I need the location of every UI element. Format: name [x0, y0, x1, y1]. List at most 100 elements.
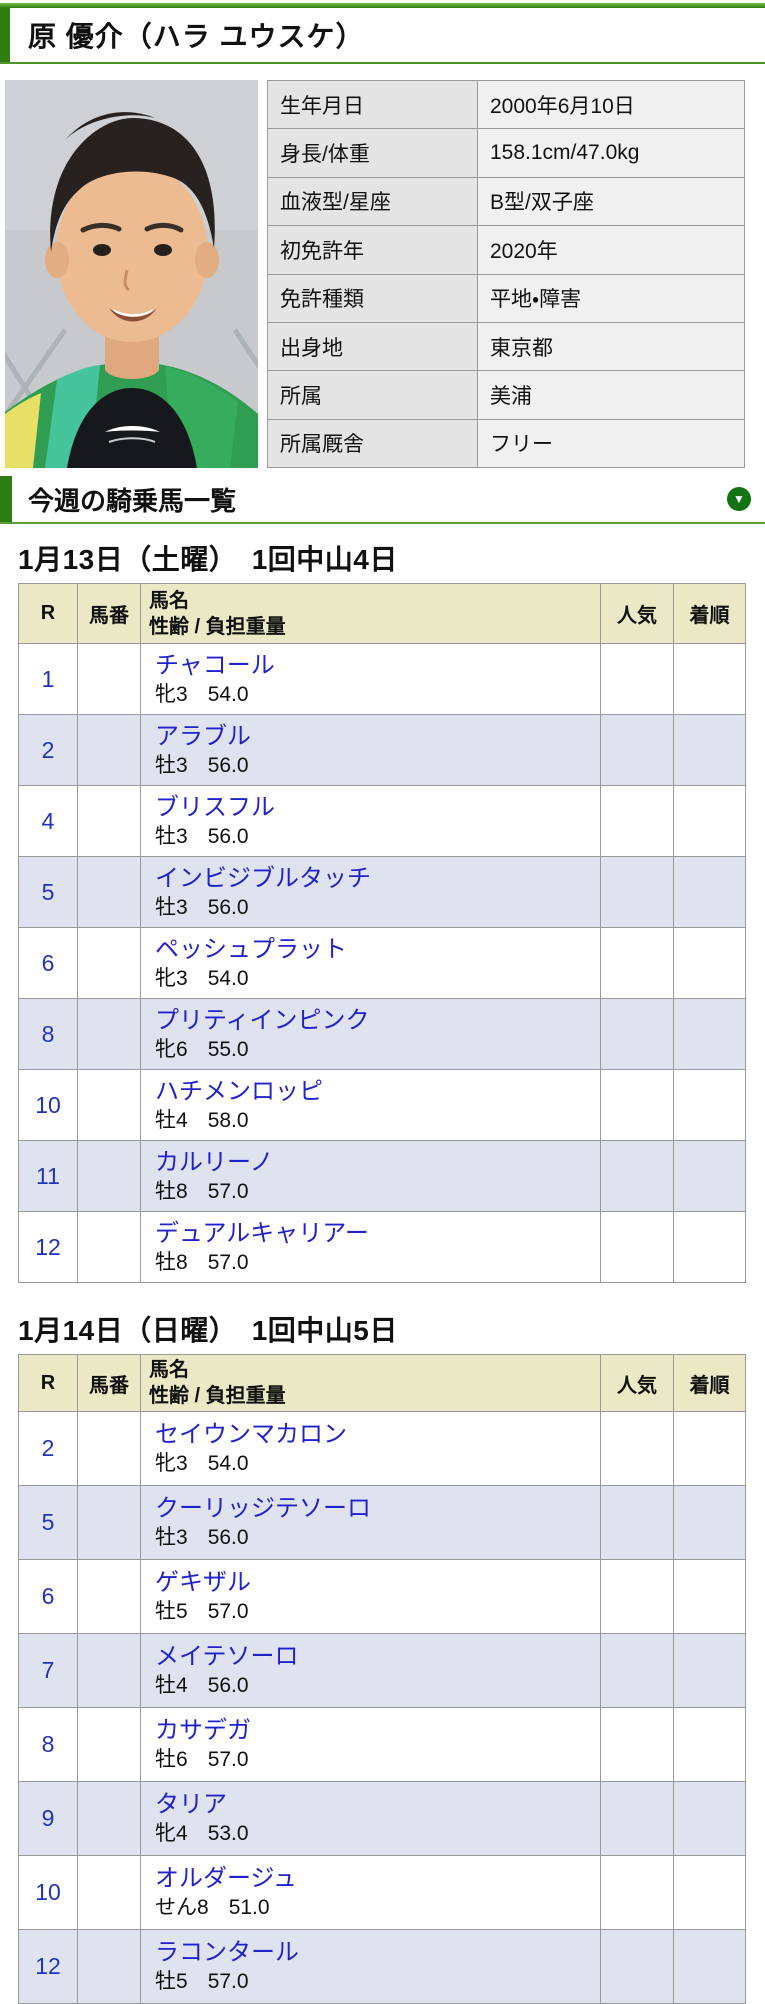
horse-name-link[interactable]: ブリスフル — [155, 793, 275, 821]
horse-name-link[interactable]: ラコンタール — [155, 1939, 299, 1966]
finish-position-cell — [673, 1559, 746, 1634]
race-number-link[interactable]: 6 — [18, 1559, 78, 1634]
horse-sexage-weight: 牡5 57.0 — [155, 1600, 249, 1623]
race-number-link[interactable]: 5 — [18, 1485, 78, 1560]
race-number-link[interactable]: 7 — [18, 1633, 78, 1708]
finish-position-cell — [673, 1855, 746, 1930]
race-row: 10 オルダージュ せん8 51.0 — [18, 1855, 746, 1930]
horse-cell: アラブル牡3 56.0 — [140, 714, 601, 786]
finish-position-cell — [673, 1929, 746, 2004]
profile-label: 生年月日 — [267, 79, 478, 130]
horse-name-link[interactable]: ペッシュプラット — [155, 935, 347, 963]
race-row: 9 タリア牝4 53.0 — [18, 1781, 746, 1856]
column-header-name-top: 馬名 — [149, 1359, 189, 1381]
popularity-cell — [600, 1069, 674, 1141]
horse-sexage-weight: 牡4 56.0 — [155, 1674, 249, 1697]
horse-cell: ゲキザル牡5 57.0 — [140, 1559, 601, 1634]
horse-name-link[interactable]: メイテソーロ — [155, 1643, 299, 1670]
horse-name-link[interactable]: デュアルキャリアー — [155, 1219, 369, 1247]
race-number-link[interactable]: 5 — [18, 856, 78, 928]
finish-position-cell — [673, 714, 746, 786]
finish-position-cell — [673, 1633, 746, 1708]
race-number-link[interactable]: 12 — [18, 1929, 78, 2004]
horse-cell: ブリスフル牡3 56.0 — [140, 785, 601, 857]
race-number-link[interactable]: 4 — [18, 785, 78, 857]
horse-cell: オルダージュ せん8 51.0 — [140, 1855, 601, 1930]
race-row: 10 ハチメンロッピ 牡4 58.0 — [18, 1069, 746, 1141]
horse-name-link[interactable]: インビジブルタッチ — [155, 864, 371, 892]
race-number-link[interactable]: 8 — [18, 998, 78, 1070]
column-header-ninki: 人気 — [600, 1354, 674, 1412]
weekly-rides-section-header: 今週の騎乗馬一覧 ▼ — [0, 476, 765, 524]
profile-row: 身長/体重 158.1cm/47.0kg — [267, 128, 745, 178]
finish-position-cell — [673, 1411, 746, 1486]
horse-name-link[interactable]: オルダージュ — [155, 1865, 297, 1892]
horse-name-link[interactable]: カサデガ — [155, 1717, 251, 1744]
horse-name-link[interactable]: チャコール — [155, 651, 275, 679]
popularity-cell — [600, 1211, 674, 1283]
race-table-day2: R 馬番 馬名 性齢 / 負担重量 人気 着順 2 セイウンマカロン 牝3 54.0 5 ク… — [18, 1354, 746, 2004]
race-number-link[interactable]: 6 — [18, 927, 78, 999]
horse-number-cell — [77, 1140, 141, 1212]
horse-sexage-weight: 牡3 56.0 — [155, 753, 249, 777]
horse-sexage-weight: 牝4 53.0 — [155, 1822, 249, 1845]
column-header-ninki: 人気 — [600, 583, 674, 644]
profile-row: 免許種類 平地・障害 — [267, 273, 745, 323]
horse-name-link[interactable]: クーリッジテソーロ — [155, 1495, 371, 1522]
horse-name-link[interactable]: プリティインピンク — [155, 1006, 370, 1034]
section-title: 今週の騎乗馬一覧 — [28, 485, 237, 516]
horse-sexage-weight: 牡3 56.0 — [155, 824, 249, 848]
collapse-toggle-icon[interactable]: ▼ — [727, 487, 751, 511]
horse-name-link[interactable]: タリア — [155, 1791, 227, 1818]
column-header-umaban: 馬番 — [77, 583, 141, 644]
race-number-link[interactable]: 10 — [18, 1069, 78, 1141]
horse-name-link[interactable]: ゲキザル — [155, 1569, 251, 1596]
race-table-day1: R 馬番 馬名 性齢 / 負担重量 人気 着順 1 チャコール 牝3 54.0 2 アラブル… — [18, 583, 746, 1283]
race-number-link[interactable]: 1 — [18, 643, 78, 715]
horse-number-cell — [77, 927, 141, 999]
horse-sexage-weight: 牡8 57.0 — [155, 1250, 249, 1274]
horse-cell: カサデガ 牡6 57.0 — [140, 1707, 601, 1782]
race-number-link[interactable]: 11 — [18, 1140, 78, 1212]
popularity-cell — [600, 856, 674, 928]
jockey-photo — [0, 80, 271, 470]
column-header-name-top: 馬名 — [149, 589, 189, 612]
popularity-cell — [600, 1485, 674, 1560]
column-header-chakujun: 着順 — [673, 583, 746, 644]
triangle-down-glyph: ▼ — [733, 492, 745, 506]
horse-name-link[interactable]: カルリーノ — [155, 1148, 274, 1176]
popularity-cell — [600, 998, 674, 1070]
horse-name-link[interactable]: アラブル — [155, 722, 251, 750]
horse-number-cell — [77, 1411, 141, 1486]
popularity-cell — [600, 785, 674, 857]
horse-cell: ペッシュプラット 牝3 54.0 — [140, 927, 601, 999]
profile-value: 美浦 — [477, 370, 745, 420]
horse-name-link[interactable]: セイウンマカロン — [155, 1421, 347, 1448]
horse-number-cell — [77, 1633, 141, 1708]
profile-row: 出身地 東京都 — [267, 321, 745, 372]
finish-position-cell — [673, 1069, 746, 1141]
profile-value: 2000年6月10日 — [477, 79, 745, 130]
horse-number-cell — [77, 1211, 141, 1283]
race-number-link[interactable]: 9 — [18, 1781, 78, 1856]
race-number-link[interactable]: 10 — [18, 1855, 78, 1930]
popularity-cell — [600, 643, 674, 715]
race-number-link[interactable]: 12 — [18, 1211, 78, 1283]
finish-position-cell — [673, 1140, 746, 1212]
race-number-link[interactable]: 2 — [18, 714, 78, 786]
profile-value: 東京都 — [477, 321, 745, 372]
horse-cell: セイウンマカロン 牝3 54.0 — [140, 1411, 601, 1486]
horse-number-cell — [77, 714, 141, 786]
race-number-link[interactable]: 8 — [18, 1707, 78, 1782]
profile-value: 2020年 — [477, 225, 745, 275]
profile-label: 所属厩舎 — [267, 418, 478, 469]
horse-name-link[interactable]: ハチメンロッピ — [155, 1077, 323, 1105]
race-number-link[interactable]: 2 — [18, 1411, 78, 1486]
race-row: 4 ブリスフル牡3 56.0 — [18, 785, 746, 857]
horse-number-cell — [77, 1929, 141, 2004]
profile-label: 所属 — [267, 370, 478, 420]
horse-sexage-weight: 牡3 56.0 — [155, 895, 249, 919]
column-header-name-bottom: 性齢 / 負担重量 — [149, 1385, 286, 1407]
popularity-cell — [600, 1559, 674, 1634]
